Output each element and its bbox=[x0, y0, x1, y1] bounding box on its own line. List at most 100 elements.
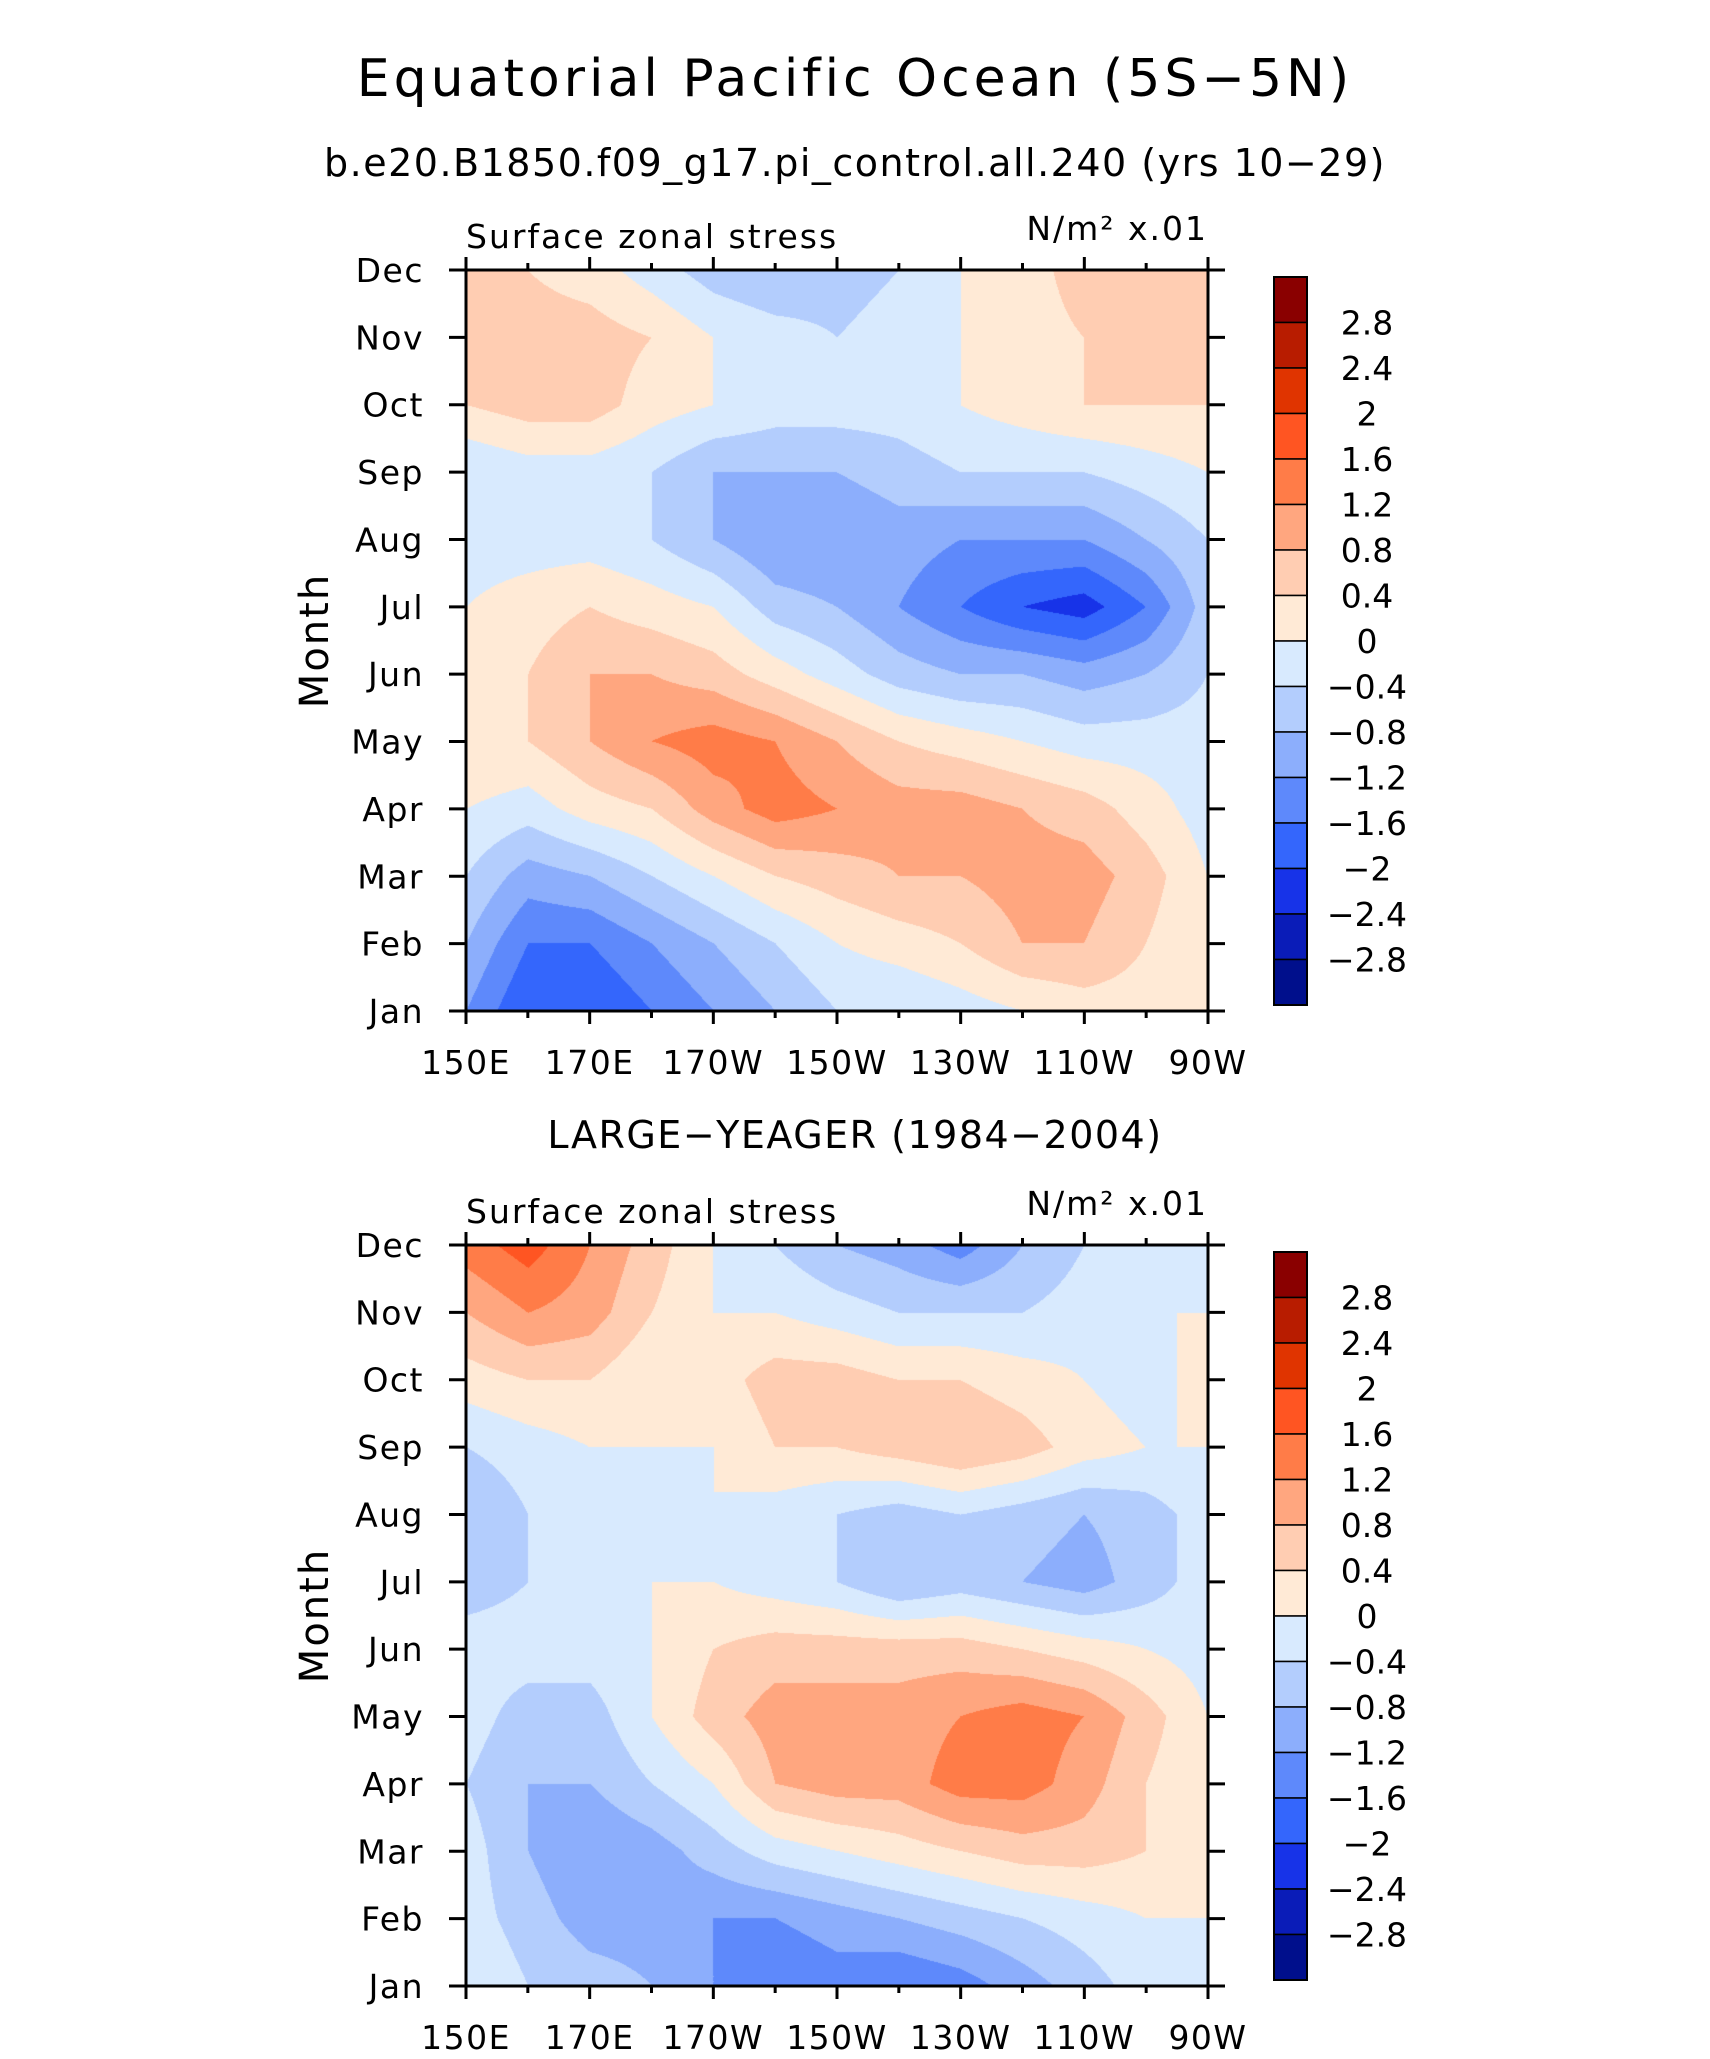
x-tick-label: 170E bbox=[545, 2018, 635, 2057]
y-tick-label: May bbox=[351, 723, 424, 762]
colorbar-box bbox=[1273, 367, 1308, 415]
colorbar-label: −1.2 bbox=[1327, 1734, 1407, 1773]
colorbar-label: 2.4 bbox=[1341, 349, 1393, 388]
colorbar-label: −2 bbox=[1343, 850, 1392, 889]
x-tick-label: 110W bbox=[1034, 1043, 1136, 1082]
colorbar-label: 2.8 bbox=[1341, 304, 1393, 343]
colorbar-label: 0.4 bbox=[1341, 577, 1393, 616]
y-tick-label: Nov bbox=[355, 318, 424, 357]
left-string: Surface zonal stress bbox=[466, 1192, 838, 1231]
colorbar-box bbox=[1273, 1615, 1308, 1663]
panel-2: 150E 170E 170W 150W 130W 110W 90W Jan Feb Mar Apr M… bbox=[292, 1184, 1407, 2057]
colorbar-label: −2.8 bbox=[1327, 941, 1407, 980]
x-tick-label: 170E bbox=[545, 1043, 635, 1082]
colorbar-box bbox=[1273, 1251, 1308, 1299]
colorbar-box bbox=[1273, 1842, 1308, 1890]
contour-field bbox=[466, 1245, 1208, 1986]
x-tick-label: 150E bbox=[421, 1043, 511, 1082]
figure-title: Equatorial Pacific Ocean (5S−5N) bbox=[357, 49, 1353, 109]
y-tick-label: Mar bbox=[357, 1832, 424, 1871]
colorbar-box bbox=[1273, 1387, 1308, 1435]
right-string: N/m² x.01 bbox=[1026, 1184, 1208, 1223]
x-tick-label: 150E bbox=[421, 2018, 511, 2057]
y-tick-label: Feb bbox=[361, 925, 424, 964]
colorbar-label: −2.8 bbox=[1327, 1916, 1407, 1955]
colorbar-box bbox=[1273, 1797, 1308, 1845]
colorbar-label: 0.4 bbox=[1341, 1552, 1393, 1591]
colorbar-box bbox=[1273, 1342, 1308, 1390]
colorbar-box bbox=[1273, 1433, 1308, 1481]
x-tick-label: 130W bbox=[910, 1043, 1012, 1082]
left-string: Surface zonal stress bbox=[466, 217, 838, 256]
x-tick-label: 90W bbox=[1168, 1043, 1247, 1082]
figure-subtitle: b.e20.B1850.f09_g17.pi_control.all.240 (… bbox=[324, 141, 1386, 185]
colorbar-label: 2 bbox=[1357, 395, 1378, 434]
colorbar-box bbox=[1273, 412, 1308, 460]
y-axis-label: Month bbox=[292, 1548, 338, 1683]
colorbar-label: −1.2 bbox=[1327, 759, 1407, 798]
colorbar-box bbox=[1273, 731, 1308, 779]
colorbar-label: 1.2 bbox=[1341, 486, 1393, 525]
panel-1: 150E 170E 170W 150W 130W 110W 90W Jan Feb Mar Apr M… bbox=[292, 209, 1407, 1082]
colorbar-label: −0.4 bbox=[1327, 1643, 1407, 1682]
colorbar-box bbox=[1273, 1933, 1308, 1981]
colorbar-label: 1.6 bbox=[1341, 440, 1393, 479]
contour-field bbox=[466, 270, 1208, 1011]
y-tick-label: Feb bbox=[361, 1900, 424, 1939]
colorbar-label: −1.6 bbox=[1327, 804, 1407, 843]
colorbar-box bbox=[1273, 321, 1308, 369]
colorbar-box bbox=[1273, 776, 1308, 824]
y-tick-label: Jun bbox=[366, 1630, 424, 1669]
colorbar-box bbox=[1273, 1706, 1308, 1754]
colorbar: 2.8 2.4 2 1.6 1.2 0.8 0.4 0 −0.4 −0.8 −1.2 −1.6 −2 −2… bbox=[1273, 1251, 1407, 1981]
colorbar-box bbox=[1273, 458, 1308, 506]
colorbar-box bbox=[1273, 867, 1308, 915]
colorbar-box bbox=[1273, 1660, 1308, 1708]
colorbar-label: −0.4 bbox=[1327, 668, 1407, 707]
colorbar-label: 2.8 bbox=[1341, 1279, 1393, 1318]
colorbar-box bbox=[1273, 276, 1308, 324]
y-tick-label: Apr bbox=[362, 1765, 424, 1804]
y-tick-label: Jul bbox=[378, 1563, 424, 1602]
colorbar-frame bbox=[1273, 1251, 1308, 1981]
y-axis-label: Month bbox=[292, 573, 338, 708]
y-tick-label: Apr bbox=[362, 790, 424, 829]
colorbar-box bbox=[1273, 1751, 1308, 1799]
y-tick-label: Jan bbox=[367, 992, 424, 1031]
colorbar-box bbox=[1273, 503, 1308, 551]
colorbar-box bbox=[1273, 640, 1308, 688]
colorbar-box bbox=[1273, 913, 1308, 961]
x-tick-label: 90W bbox=[1168, 2018, 1247, 2057]
y-tick-label: Oct bbox=[362, 386, 424, 425]
y-tick-label: Jul bbox=[378, 588, 424, 627]
colorbar-label: −0.8 bbox=[1327, 1688, 1407, 1727]
colorbar-label: 0 bbox=[1357, 622, 1378, 661]
colorbar-label: 2.4 bbox=[1341, 1324, 1393, 1363]
colorbar-box bbox=[1273, 685, 1308, 733]
colorbar-box bbox=[1273, 1888, 1308, 1936]
colorbar-box bbox=[1273, 1296, 1308, 1344]
colorbar-box bbox=[1273, 594, 1308, 642]
y-tick-label: May bbox=[351, 1698, 424, 1737]
colorbar-label: −2 bbox=[1343, 1825, 1392, 1864]
y-tick-label: Nov bbox=[355, 1293, 424, 1332]
x-tick-label: 130W bbox=[910, 2018, 1012, 2057]
x-tick-label: 170W bbox=[663, 2018, 765, 2057]
colorbar-label: −2.4 bbox=[1327, 895, 1407, 934]
y-tick-label: Mar bbox=[357, 857, 424, 896]
x-tick-label: 150W bbox=[786, 2018, 888, 2057]
x-tick-label: 150W bbox=[786, 1043, 888, 1082]
y-tick-label: Dec bbox=[356, 251, 424, 290]
colorbar-label: 0.8 bbox=[1341, 1506, 1393, 1545]
y-tick-label: Jun bbox=[366, 655, 424, 694]
colorbar-frame bbox=[1273, 276, 1308, 1006]
y-tick-label: Aug bbox=[355, 520, 424, 559]
colorbar-label: 2 bbox=[1357, 1370, 1378, 1409]
colorbar-box bbox=[1273, 822, 1308, 870]
colorbar-box bbox=[1273, 958, 1308, 1006]
y-tick-label: Sep bbox=[357, 1428, 424, 1467]
colorbar-box bbox=[1273, 1569, 1308, 1617]
panel-title-2: LARGE−YEAGER (1984−2004) bbox=[547, 1113, 1162, 1157]
y-tick-label: Oct bbox=[362, 1361, 424, 1400]
